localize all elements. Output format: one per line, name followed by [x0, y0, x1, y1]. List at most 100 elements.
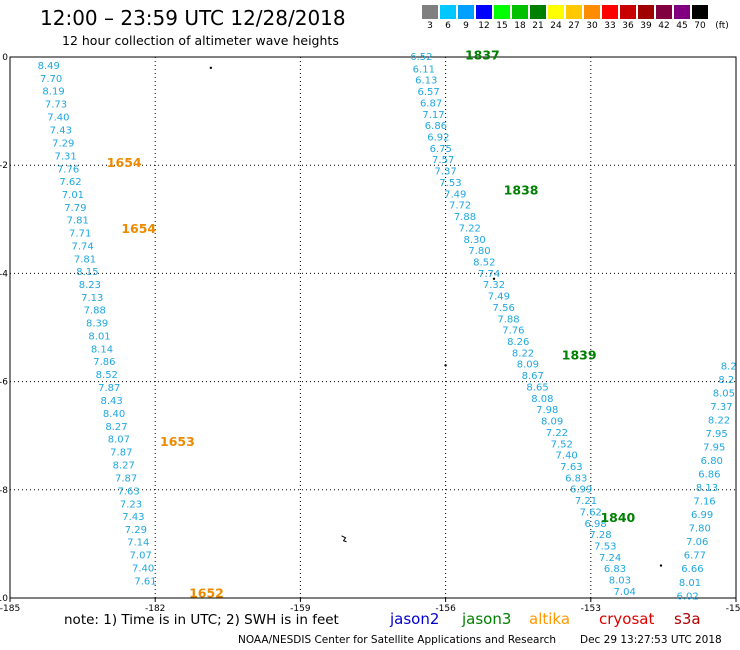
legend-value: 30: [586, 21, 598, 31]
wave-height-value: 7.87: [110, 447, 132, 458]
wave-height-value: 8.26: [507, 337, 529, 348]
wave-height-value: 7.43: [122, 512, 144, 523]
wave-height-value: 6.13: [415, 76, 437, 87]
wave-height-value: 7.22: [459, 223, 481, 234]
wave-height-value: 6.11: [413, 64, 435, 75]
track-time-label: 1653: [160, 434, 195, 449]
y-tick-label: 0: [2, 53, 8, 63]
wave-height-value: 8.01: [88, 332, 110, 343]
wave-height-value: 8.15: [76, 267, 98, 278]
legend-swatch: [494, 5, 510, 19]
legend-value: 33: [604, 21, 616, 31]
track-time-label: 1652: [189, 586, 224, 601]
wave-height-value: 7.16: [693, 497, 715, 508]
legend-unit: (ft): [715, 21, 729, 31]
legend-swatch: [530, 5, 546, 19]
y-tick-label: -4: [0, 269, 8, 279]
wave-height-value: 8.49: [38, 61, 60, 72]
x-tick-label: -159: [290, 604, 311, 614]
wave-height-value: 7.76: [502, 326, 524, 337]
wave-height-value: 6.57: [418, 87, 440, 98]
wave-height-value: 8.08: [531, 394, 553, 405]
island-dot: [209, 66, 213, 70]
wave-height-value: 6.66: [681, 564, 703, 575]
wave-height-value: 7.74: [478, 269, 500, 280]
legend-value: 21: [532, 21, 544, 31]
island-dot: [444, 364, 447, 367]
legend-value: 24: [550, 21, 562, 31]
wave-height-value: 6.99: [570, 485, 592, 496]
wave-height-value: 8.39: [86, 319, 108, 330]
legend-swatch: [512, 5, 528, 19]
legend-swatch: [656, 5, 672, 19]
track-time-label: 1838: [504, 183, 539, 198]
wave-height-value: 7.37: [710, 402, 732, 413]
wave-height-value: 7.56: [493, 303, 515, 314]
satellite-label-s3a: s3a: [674, 610, 701, 628]
wave-height-value: 7.73: [45, 100, 67, 111]
wave-height-value: 7.52: [551, 439, 573, 450]
legend-value: 18: [514, 21, 526, 31]
wave-height-value: 7.04: [614, 587, 636, 598]
legend-swatch: [422, 5, 438, 19]
legend-swatch: [440, 5, 456, 19]
track-time-label: 1654: [107, 155, 142, 170]
track-time-label: 1840: [600, 510, 635, 525]
wave-height-value: 8.23: [79, 280, 101, 291]
wave-height-value: 7.61: [134, 577, 156, 588]
satellite-label-jason3: jason3: [462, 610, 512, 628]
legend-swatch: [548, 5, 564, 19]
y-tick-label: -10: [0, 594, 8, 604]
satellite-label-altika: altika: [529, 610, 571, 628]
wave-height-value: 8.2: [718, 375, 734, 386]
legend-swatch: [692, 5, 708, 19]
wave-height-value: 7.24: [599, 553, 621, 564]
wave-height-value: 6.83: [565, 473, 587, 484]
wave-height-value: 8.22: [512, 348, 534, 359]
wave-height-value: 7.63: [560, 462, 582, 473]
wave-height-value: 7.81: [67, 215, 89, 226]
legend-value: 9: [463, 21, 469, 31]
wave-height-value: 7.88: [497, 314, 519, 325]
wave-height-value: 7.23: [120, 499, 142, 510]
wave-height-value: 8.52: [473, 257, 495, 268]
wave-height-value: 7.87: [98, 383, 120, 394]
wave-height-value: 7.80: [468, 246, 490, 257]
legend-value: 70: [694, 21, 706, 31]
wave-height-value: 7.28: [589, 530, 611, 541]
wave-height-value: 7.21: [575, 496, 597, 507]
legend-value: 36: [622, 21, 634, 31]
wave-height-value: 8.09: [541, 417, 563, 428]
wave-height-value: 7.29: [52, 138, 74, 149]
satellite-label-jason2: jason2: [390, 610, 440, 628]
wave-height-value: 7.95: [703, 443, 725, 454]
wave-height-value: 6.77: [684, 551, 706, 562]
legend-swatch: [458, 5, 474, 19]
wave-height-value: 7.79: [64, 203, 86, 214]
wave-height-value: 8.19: [42, 87, 64, 98]
footer-timestamp: Dec 29 13:27:53 UTC 2018: [580, 634, 722, 646]
legend-swatch: [566, 5, 582, 19]
legend-swatch: [620, 5, 636, 19]
wave-height-value: 8.27: [105, 422, 127, 433]
wave-height-value: 7.57: [432, 155, 454, 166]
wave-height-value: 7.80: [689, 524, 711, 535]
wave-height-value: 7.53: [594, 542, 616, 553]
wave-height-value: 7.86: [93, 357, 115, 368]
island-dot: [492, 277, 496, 281]
wave-height-value: 7.22: [546, 428, 568, 439]
wave-height-value: 8.30: [464, 235, 486, 246]
wave-height-value: 7.49: [488, 292, 510, 303]
wave-height-value: 7.62: [59, 177, 81, 188]
wave-height-value: 7.62: [580, 507, 602, 518]
island-dot: [659, 564, 663, 567]
wave-height-value: 7.01: [62, 190, 84, 201]
plot-frame: [9, 56, 737, 599]
note-text: note: 1) Time is in UTC; 2) SWH is in fe…: [64, 612, 339, 628]
legend-swatch: [476, 5, 492, 19]
wave-height-value: 7.70: [40, 74, 62, 85]
wave-height-value: 8.09: [517, 360, 539, 371]
wave-height-value: 6.92: [427, 133, 449, 144]
legend-swatch: [602, 5, 618, 19]
wave-height-value: 7.98: [536, 405, 558, 416]
